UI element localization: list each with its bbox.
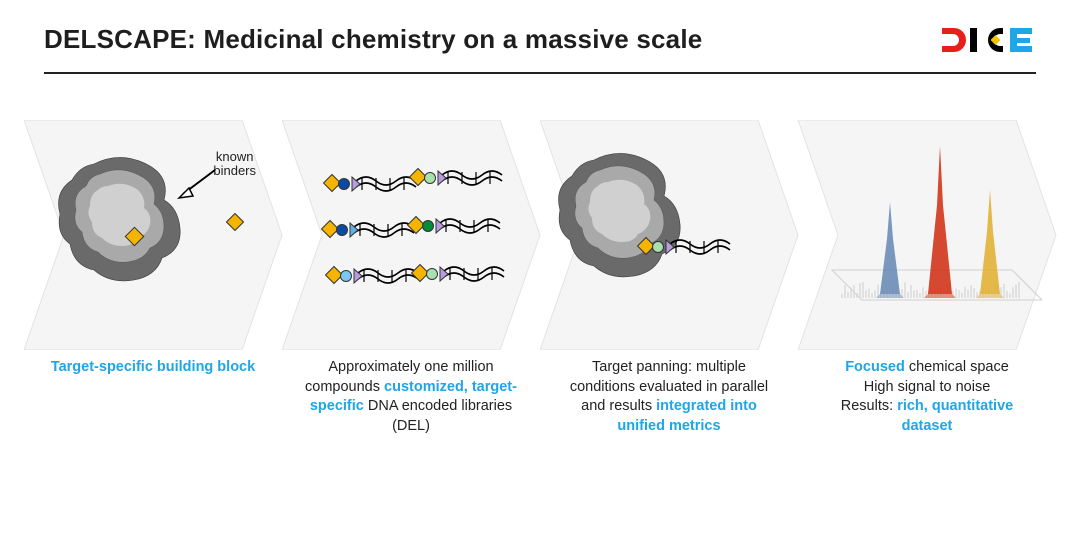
arrow-icon xyxy=(173,164,219,204)
caption-2: Approximately one million compounds cust… xyxy=(282,358,540,436)
dice-logo xyxy=(940,24,1036,56)
caption-1: Target-specific building block xyxy=(24,358,282,436)
caption-3: Target panning: multiple conditions eval… xyxy=(540,358,798,436)
del-molecules xyxy=(296,145,526,325)
header-rule xyxy=(44,72,1036,74)
process-flow: known binders xyxy=(24,120,1056,350)
page-title: DELSCAPE: Medicinal chemistry on a massi… xyxy=(44,24,702,55)
caption-4: Focused chemical spaceHigh signal to noi… xyxy=(798,358,1056,436)
panel-peaks xyxy=(798,120,1056,350)
peaks-plot xyxy=(812,140,1042,330)
panning-illustration xyxy=(554,140,784,330)
known-binders-label: known binders xyxy=(213,150,256,231)
panel-target-block: known binders xyxy=(24,120,282,350)
captions-row: Target-specific building block Approxima… xyxy=(24,358,1056,436)
panel-panning xyxy=(540,120,798,350)
diamond-icon xyxy=(226,213,244,231)
panel-del-library xyxy=(282,120,540,350)
